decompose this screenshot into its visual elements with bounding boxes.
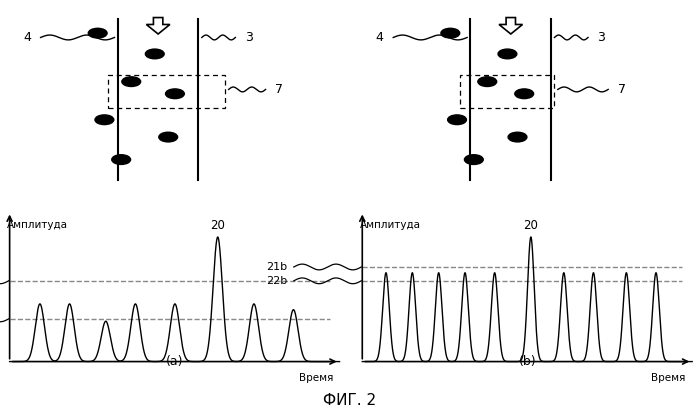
Circle shape <box>441 28 460 38</box>
Text: 7: 7 <box>275 83 283 96</box>
Text: 3: 3 <box>598 31 605 44</box>
Text: (a): (a) <box>166 356 184 368</box>
Circle shape <box>498 49 517 59</box>
Text: 7: 7 <box>618 83 626 96</box>
Text: Амплитуда: Амплитуда <box>7 220 68 230</box>
Polygon shape <box>499 18 523 34</box>
Text: (b): (b) <box>519 356 536 368</box>
Circle shape <box>464 155 483 164</box>
Circle shape <box>478 77 497 87</box>
Circle shape <box>122 77 140 87</box>
Circle shape <box>112 155 131 164</box>
Text: 4: 4 <box>376 31 384 44</box>
Bar <box>461 75 554 108</box>
Circle shape <box>88 28 107 38</box>
Circle shape <box>514 89 533 98</box>
Circle shape <box>95 115 114 124</box>
Polygon shape <box>146 18 170 34</box>
Circle shape <box>159 132 178 142</box>
Circle shape <box>166 89 185 98</box>
Bar <box>108 75 225 108</box>
Text: Время: Время <box>298 373 333 383</box>
Text: ФИГ. 2: ФИГ. 2 <box>323 393 376 408</box>
Text: Амплитуда: Амплитуда <box>360 220 421 230</box>
Text: 4: 4 <box>23 31 31 44</box>
Circle shape <box>145 49 164 59</box>
Text: 20: 20 <box>210 219 225 232</box>
Text: 22b: 22b <box>266 276 287 286</box>
Circle shape <box>447 115 466 124</box>
Text: 20: 20 <box>524 219 538 232</box>
Text: 21b: 21b <box>266 262 287 272</box>
Circle shape <box>508 132 527 142</box>
Text: Время: Время <box>651 373 686 383</box>
Text: 3: 3 <box>245 31 253 44</box>
